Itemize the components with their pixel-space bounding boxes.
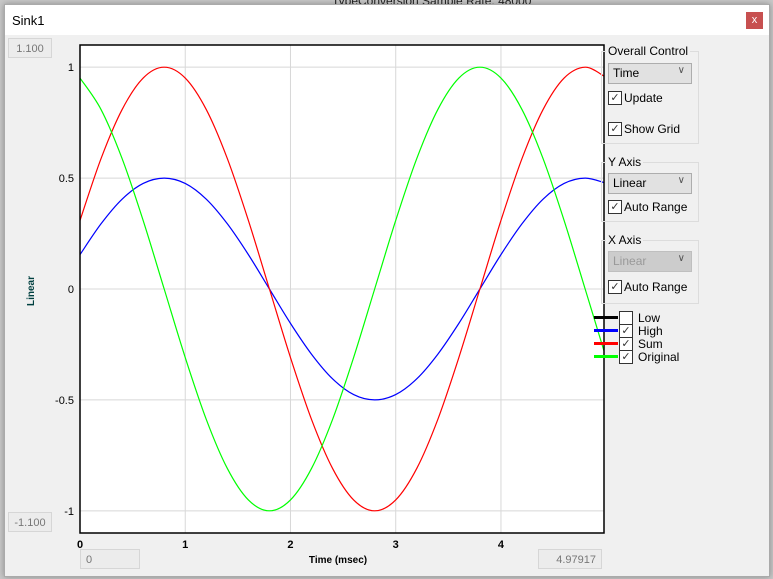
- legend-item-low[interactable]: Low: [594, 310, 661, 325]
- update-label: Update: [624, 91, 663, 105]
- series-line-original: [79, 66, 605, 512]
- legend-item-sum[interactable]: ✓ Sum: [594, 336, 663, 351]
- overall-control-group: Overall Control Time ∨ ✓ Update ✓ Show Grid: [601, 44, 699, 144]
- y-axis-scale-select[interactable]: Linear ∨: [608, 173, 692, 194]
- window-title: Sink1: [12, 13, 45, 28]
- series-label: High: [638, 323, 663, 338]
- checkmark-icon: ✓: [608, 200, 622, 214]
- checkmark-icon: ✓: [608, 280, 622, 294]
- y-min-field[interactable]: -1.100: [8, 512, 52, 532]
- y-max-field[interactable]: 1.100: [8, 38, 52, 58]
- y-auto-range-label: Auto Range: [624, 200, 688, 214]
- close-button[interactable]: x: [746, 12, 763, 29]
- series-line-swatch: [594, 342, 618, 345]
- x-tick-label: 4: [498, 539, 505, 551]
- x-max-field[interactable]: 4.97917: [538, 549, 602, 569]
- y-tick-label: 0: [68, 284, 74, 296]
- chevron-down-icon: ∨: [677, 65, 685, 76]
- legend-item-original[interactable]: ✓ Original: [594, 349, 680, 364]
- series-visible-checkbox[interactable]: ✓: [619, 336, 633, 351]
- update-checkbox[interactable]: ✓ Update: [608, 91, 663, 105]
- y-axis-legend: Y Axis: [606, 155, 644, 169]
- series-label: Sum: [638, 336, 663, 351]
- series-visible-checkbox[interactable]: ✓: [619, 349, 633, 364]
- view-mode-select[interactable]: Time ∨: [608, 63, 692, 84]
- series-line-swatch: [594, 316, 618, 319]
- chevron-down-icon: ∨: [677, 175, 685, 186]
- series-visible-checkbox[interactable]: ✓: [619, 323, 633, 338]
- series-line-swatch: [594, 329, 618, 332]
- y-axis-group: Y Axis Linear ∨ ✓ Auto Range: [601, 155, 699, 222]
- checkmark-icon: ✓: [608, 91, 622, 105]
- plot-border: [79, 44, 605, 534]
- overall-control-legend: Overall Control: [606, 44, 691, 58]
- x-auto-range-label: Auto Range: [624, 280, 688, 294]
- y-tick-label: -1: [64, 506, 74, 518]
- show-grid-label: Show Grid: [624, 122, 681, 136]
- y-tick-label: 1: [68, 62, 74, 74]
- x-tick-label: 3: [393, 539, 399, 551]
- x-axis-legend: X Axis: [606, 233, 644, 247]
- series-line-sum: [79, 66, 605, 512]
- x-min-field[interactable]: 0: [80, 549, 140, 569]
- x-auto-range-checkbox[interactable]: ✓ Auto Range: [608, 280, 687, 294]
- x-tick-label: 1: [182, 539, 188, 551]
- y-tick-label: 0.5: [59, 173, 74, 185]
- legend-item-high[interactable]: ✓ High: [594, 323, 663, 338]
- title-bar[interactable]: Sink1 x: [5, 5, 769, 35]
- series-label: Low: [638, 310, 661, 325]
- x-tick-label: 0: [77, 539, 83, 551]
- series-line-swatch: [594, 355, 618, 358]
- y-axis-scale-value: Linear: [613, 176, 647, 190]
- x-axis-scale-select: Linear ∨: [608, 251, 692, 272]
- y-auto-range-checkbox[interactable]: ✓ Auto Range: [608, 200, 687, 214]
- y-axis-title: Linear: [26, 276, 37, 306]
- x-axis-group: X Axis Linear ∨ ✓ Auto Range: [601, 233, 699, 304]
- view-mode-value: Time: [613, 66, 640, 80]
- series-label: Original: [638, 349, 680, 364]
- x-axis-scale-value: Linear: [613, 254, 647, 268]
- series-visible-checkbox[interactable]: [619, 310, 633, 325]
- x-axis-title: Time (msec): [309, 555, 367, 566]
- show-grid-checkbox[interactable]: ✓ Show Grid: [608, 122, 680, 136]
- y-tick-label: -0.5: [55, 395, 74, 407]
- checkmark-icon: ✓: [608, 122, 622, 136]
- x-tick-label: 2: [287, 539, 293, 551]
- chevron-down-icon: ∨: [677, 253, 685, 264]
